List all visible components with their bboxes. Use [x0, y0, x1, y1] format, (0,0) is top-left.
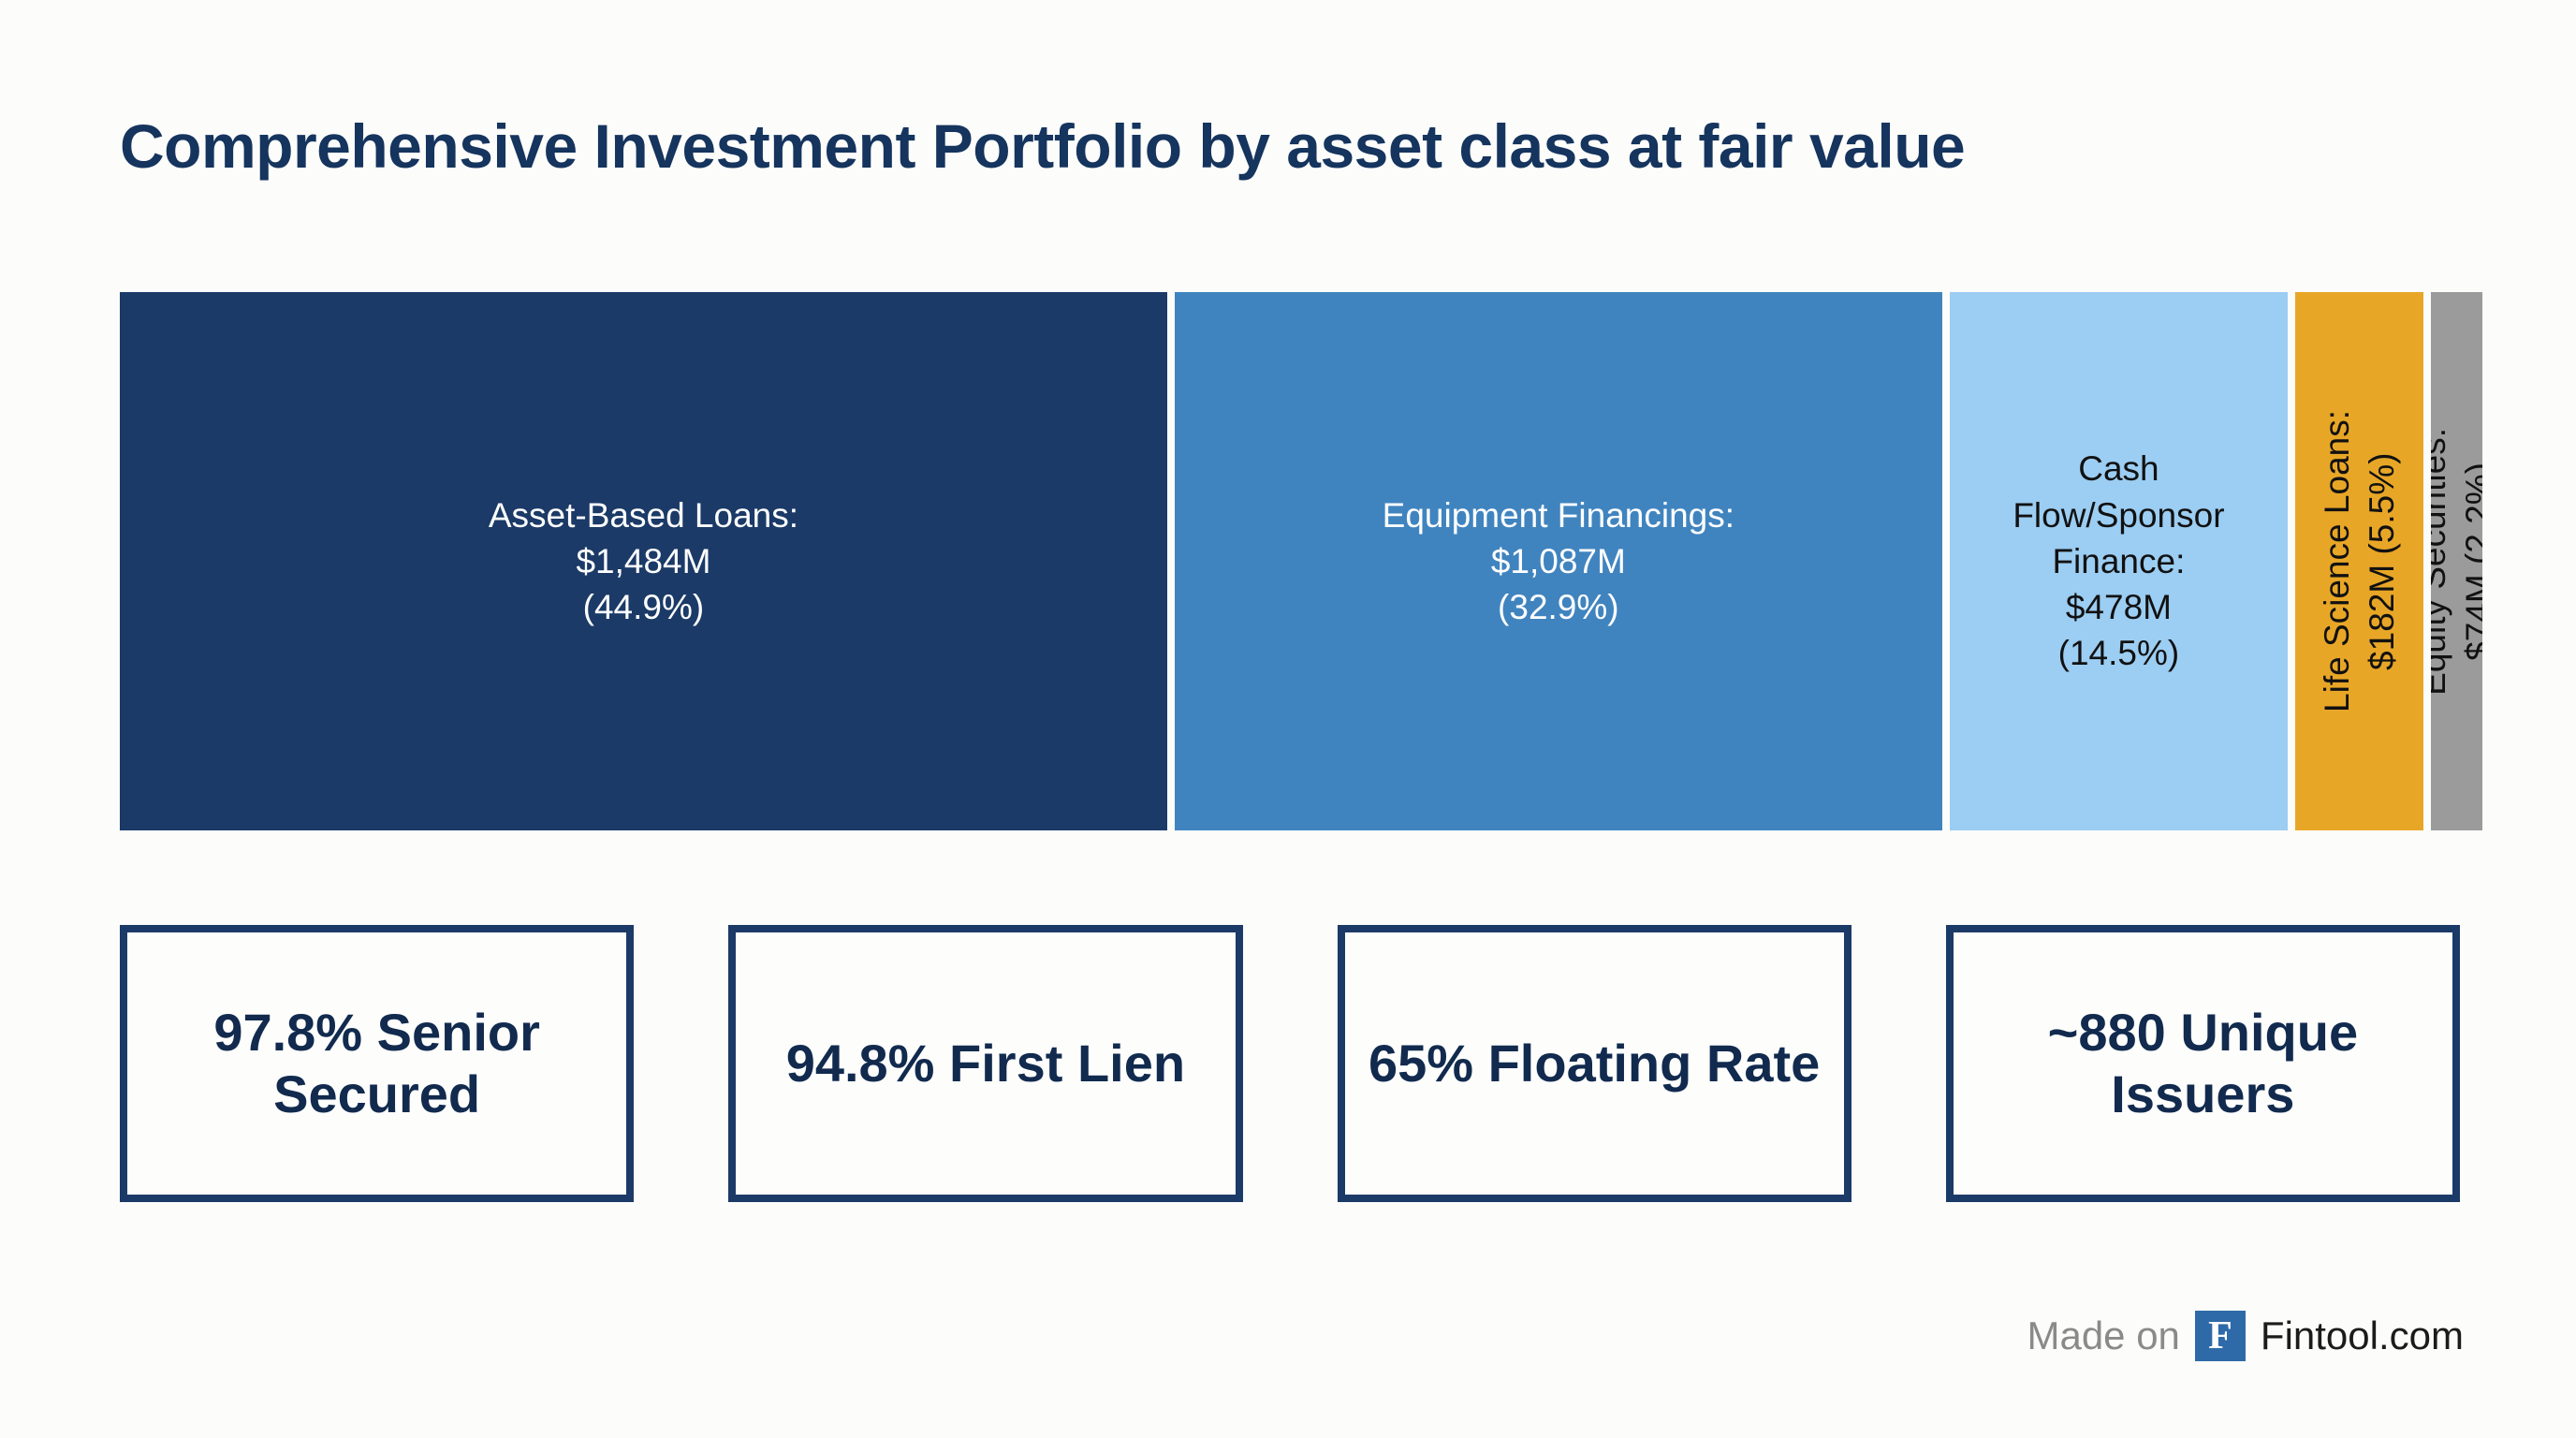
- stat-box: 97.8% Senior Secured: [120, 925, 635, 1202]
- bar-segment-label: Cash Flow/Sponsor Finance: $478M (14.5%): [2012, 449, 2225, 673]
- footer-made-on-label: Made on: [2027, 1313, 2180, 1357]
- bar-segment-label: Equipment Financings: $1,087M (32.9%): [1382, 495, 1735, 627]
- footer-domain-label: Fintool.com: [2260, 1313, 2464, 1357]
- bar-segment-label: Asset-Based Loans: $1,484M (44.9%): [488, 495, 799, 627]
- bar-segment: Cash Flow/Sponsor Finance: $478M (14.5%): [1949, 292, 2289, 830]
- stat-box-label: 65% Floating Rate: [1368, 1033, 1821, 1093]
- bar-segment-label: Equity Securities: $74M (2.2%): [2431, 427, 2482, 696]
- stat-box: 65% Floating Rate: [1337, 925, 1852, 1202]
- page-title: Comprehensive Investment Portfolio by as…: [120, 111, 1966, 181]
- bar-segment: Equipment Financings: $1,087M (32.9%): [1174, 292, 1942, 830]
- stat-box-row: 97.8% Senior Secured 94.8% First Lien 65% …: [120, 925, 2460, 1202]
- bar-segment: Asset-Based Loans: $1,484M (44.9%): [120, 292, 1167, 830]
- stat-box-label: ~880 Unique Issuers: [2047, 1002, 2359, 1123]
- bar-segment-label: Life Science Loans: $182M (5.5%): [2317, 410, 2401, 712]
- stat-box-label: 97.8% Senior Secured: [213, 1002, 540, 1123]
- stat-box: ~880 Unique Issuers: [1945, 925, 2460, 1202]
- bar-segment: Equity Securities: $74M (2.2%): [2431, 292, 2482, 830]
- bar-segment: Life Science Loans: $182M (5.5%): [2295, 292, 2424, 830]
- fintool-logo-icon: F: [2194, 1311, 2246, 1361]
- stat-box: 94.8% First Lien: [728, 925, 1243, 1202]
- footer-branding: Made on F Fintool.com: [2027, 1311, 2464, 1361]
- stacked-bar-chart: Asset-Based Loans: $1,484M (44.9%) Equipm…: [120, 292, 2482, 830]
- stat-box-label: 94.8% First Lien: [785, 1033, 1186, 1093]
